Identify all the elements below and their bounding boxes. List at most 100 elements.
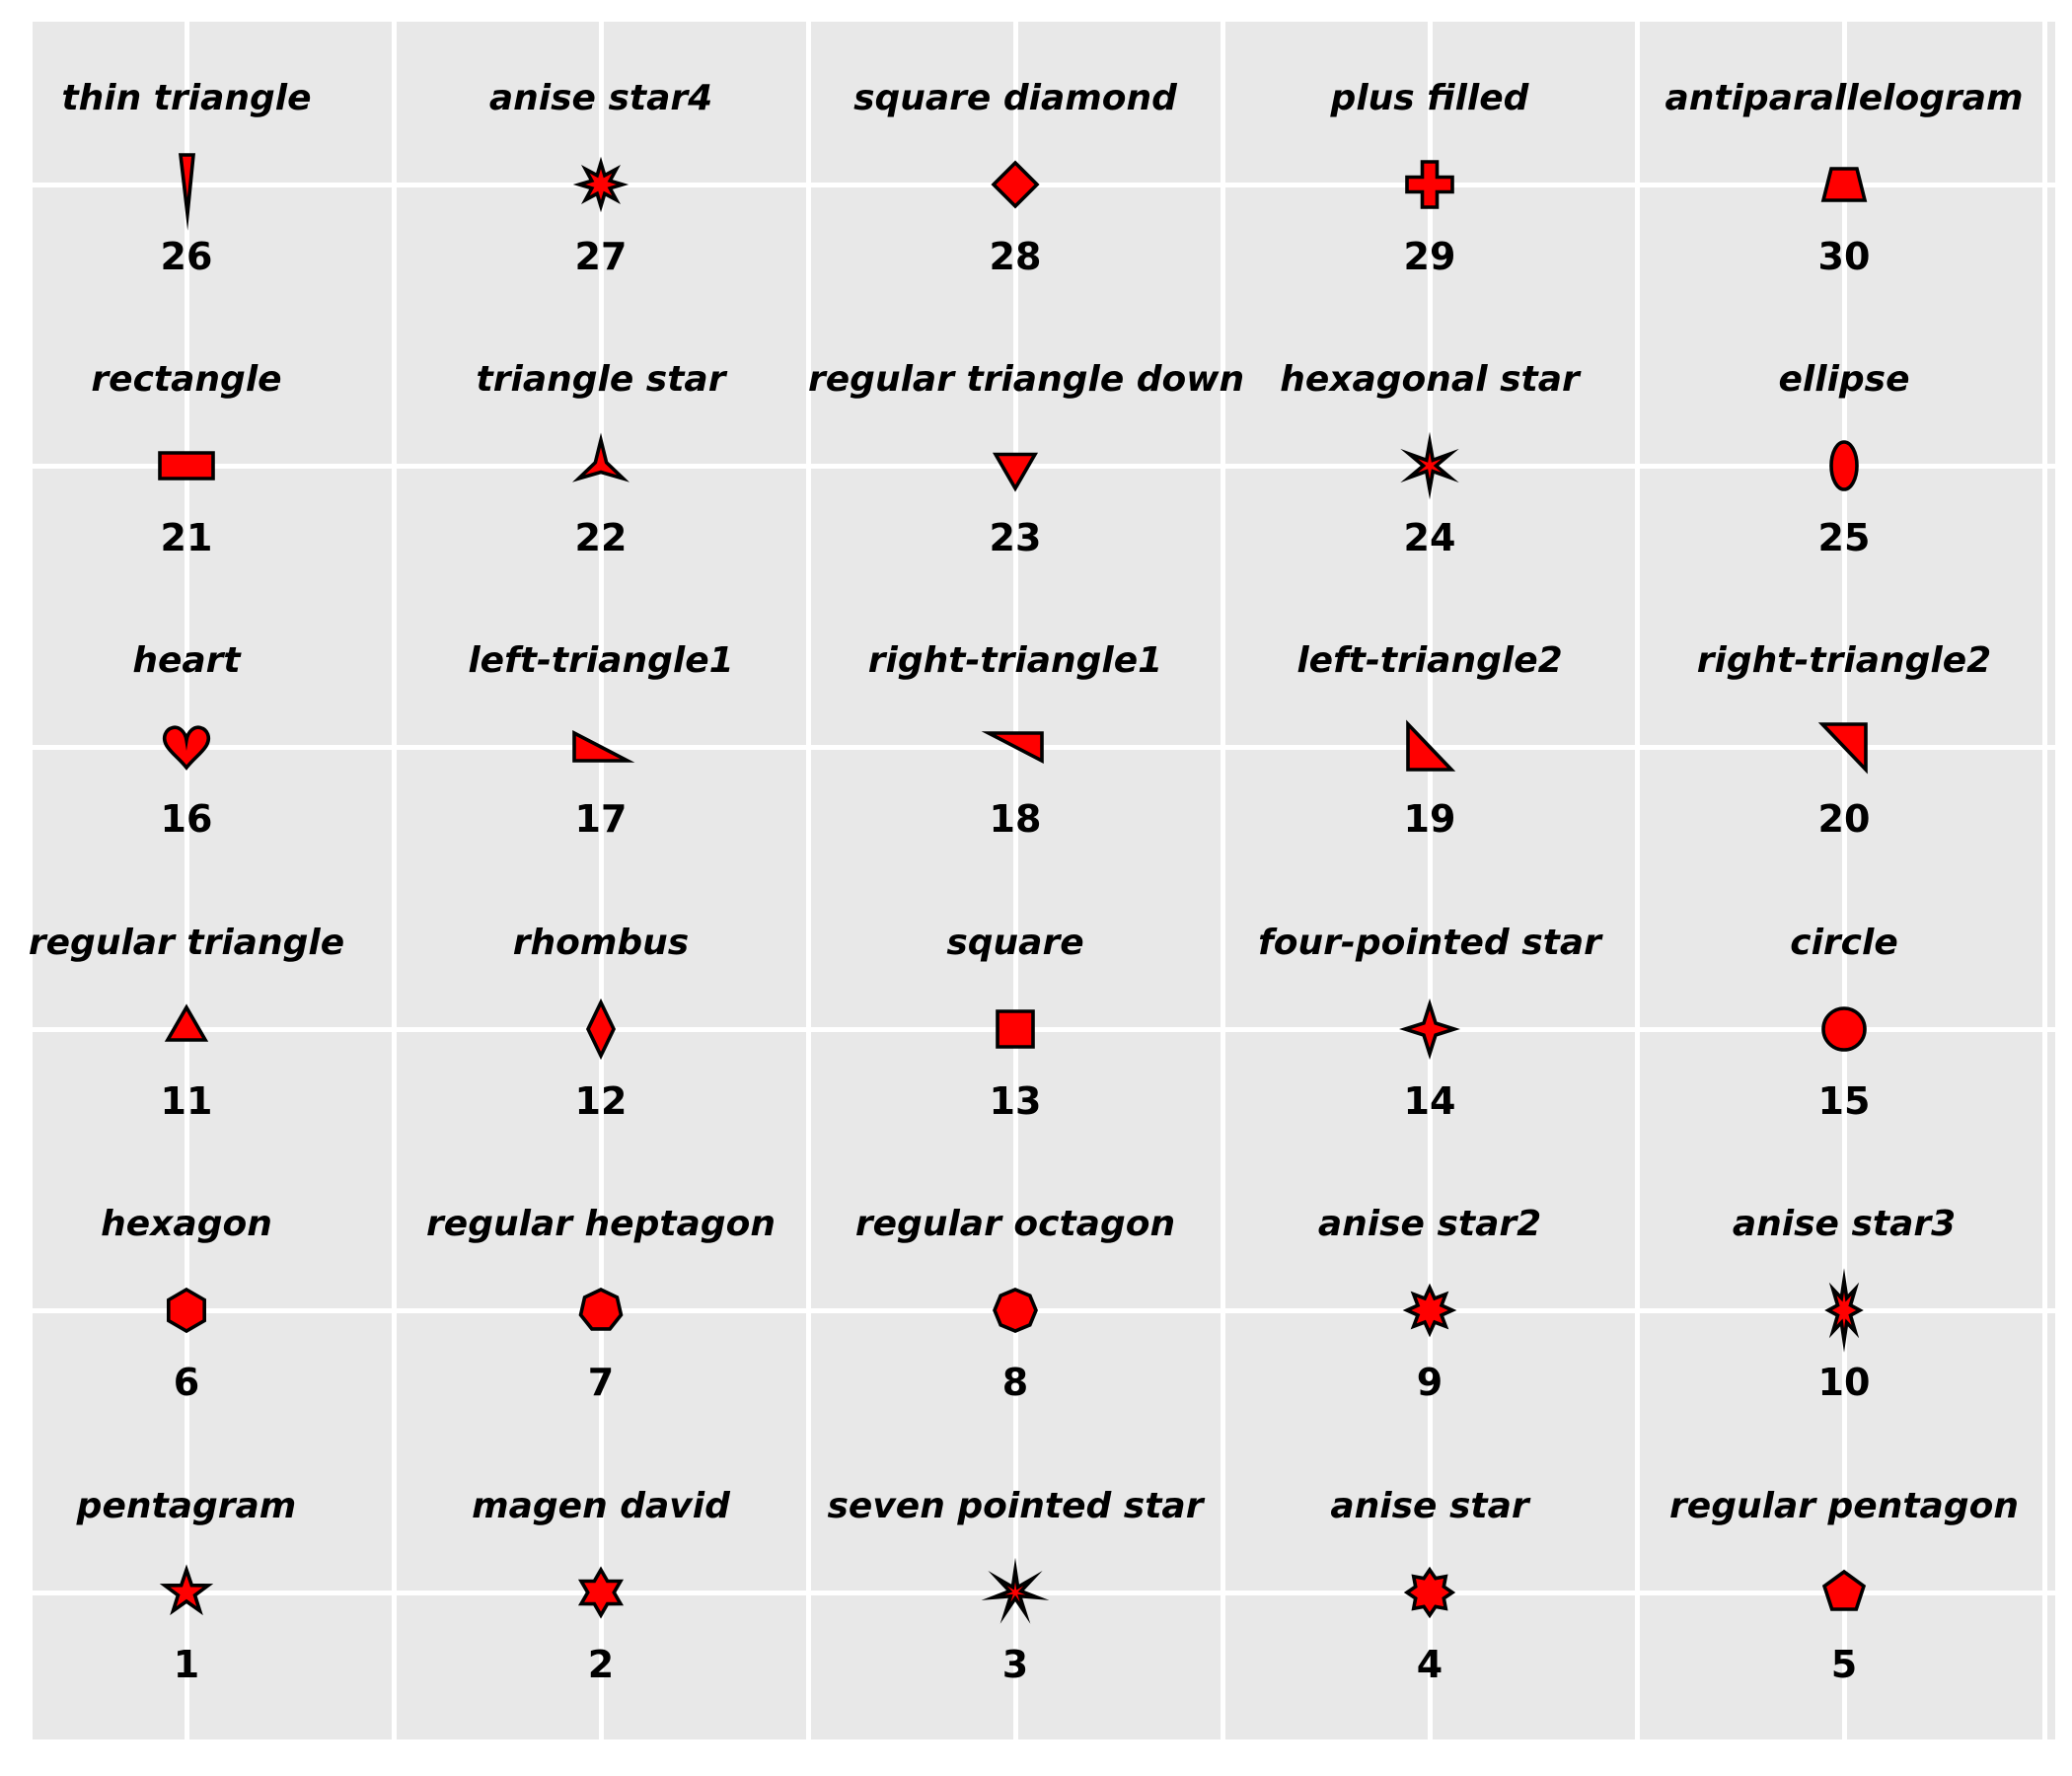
marker-index: 20 xyxy=(1817,797,1871,841)
marker-label: left-triangle2 xyxy=(1296,640,1563,681)
marker-label: circle xyxy=(1790,923,1898,963)
gridline-vertical xyxy=(2042,22,2047,1739)
marker-label: right-triangle2 xyxy=(1696,640,1992,681)
marker-index: 15 xyxy=(1817,1079,1871,1123)
marker-index: 9 xyxy=(1416,1361,1443,1404)
marker-index: 30 xyxy=(1817,235,1871,278)
marker-label: antiparallelogram xyxy=(1665,78,2024,118)
thin-triangle-marker-icon xyxy=(178,153,195,231)
anise-star4-marker-icon xyxy=(572,156,629,213)
gridline-vertical xyxy=(185,22,189,1739)
gridline-vertical xyxy=(1013,22,1018,1739)
gridline-vertical xyxy=(1842,22,1847,1739)
marker-index: 10 xyxy=(1817,1361,1871,1404)
gridline-vertical xyxy=(806,22,811,1739)
triangle-star-marker-icon xyxy=(571,432,630,482)
plot-panel: pentagram 1 magen david 2 seven pointed … xyxy=(29,22,2055,1739)
marker-index: 19 xyxy=(1403,797,1456,841)
marker-label: anise star4 xyxy=(488,78,713,118)
marker-index: 8 xyxy=(1001,1361,1029,1404)
marker-index: 25 xyxy=(1817,516,1871,559)
anise-star2-marker-icon xyxy=(1402,1283,1457,1338)
four-pointed-star-marker-icon xyxy=(1399,999,1460,1060)
marker-label: ellipse xyxy=(1778,359,1910,400)
marker-index: 26 xyxy=(160,235,213,278)
marker-label: rectangle xyxy=(91,359,282,400)
marker-index: 29 xyxy=(1403,235,1456,278)
right-triangle2-marker-icon xyxy=(1817,722,1868,775)
marker-label: hexagon xyxy=(101,1204,272,1244)
marker-label: square xyxy=(946,923,1084,963)
marker-label: seven pointed star xyxy=(827,1486,1204,1526)
marker-label: magen david xyxy=(472,1486,730,1526)
marker-index: 28 xyxy=(989,235,1042,278)
marker-label: anise star2 xyxy=(1317,1204,1542,1244)
marker-label: four-pointed star xyxy=(1258,923,1601,963)
gridline-vertical xyxy=(392,22,397,1739)
square-diamond-marker-icon xyxy=(991,160,1040,209)
marker-index: 14 xyxy=(1403,1079,1456,1123)
marker-label: heart xyxy=(132,640,241,681)
marker-index: 18 xyxy=(989,797,1042,841)
gridline-vertical xyxy=(599,22,604,1739)
left-triangle2-marker-icon xyxy=(1406,719,1456,772)
marker-index: 16 xyxy=(160,797,213,841)
marker-label: triangle star xyxy=(476,359,726,400)
marker-label: thin triangle xyxy=(61,78,312,118)
marker-index: 3 xyxy=(1001,1643,1029,1686)
marker-index: 17 xyxy=(574,797,628,841)
marker-label: left-triangle1 xyxy=(468,640,734,681)
marker-index: 11 xyxy=(160,1079,213,1123)
marker-index: 12 xyxy=(574,1079,628,1123)
hexagon-marker-icon xyxy=(167,1287,206,1334)
marker-label: regular triangle xyxy=(28,923,345,963)
gridline-vertical xyxy=(1428,22,1433,1739)
antiparallelogram-marker-icon xyxy=(1820,167,1868,202)
regular-triangle-down-marker-icon xyxy=(992,452,1039,492)
marker-label: regular octagon xyxy=(854,1204,1176,1244)
gridline-horizontal xyxy=(33,183,2055,187)
magen-david-marker-icon xyxy=(577,1566,625,1619)
marker-index: 7 xyxy=(587,1361,615,1404)
gridline-horizontal xyxy=(33,1308,2055,1313)
marker-label: regular pentagon xyxy=(1669,1486,2019,1526)
marker-label: regular heptagon xyxy=(426,1204,776,1244)
rhombus-marker-icon xyxy=(586,998,616,1061)
marker-index: 21 xyxy=(160,516,213,559)
circle-marker-icon xyxy=(1821,1006,1867,1052)
marker-index: 2 xyxy=(587,1643,615,1686)
rectangle-marker-icon xyxy=(158,451,215,481)
marker-index: 24 xyxy=(1403,516,1456,559)
marker-index: 5 xyxy=(1830,1643,1858,1686)
marker-label: right-triangle1 xyxy=(867,640,1163,681)
marker-label: regular triangle down xyxy=(808,359,1245,400)
left-triangle1-marker-icon xyxy=(572,730,635,763)
marker-label: square diamond xyxy=(853,78,1177,118)
square-marker-icon xyxy=(996,1009,1035,1049)
gridline-horizontal xyxy=(33,1027,2055,1032)
marker-label: anise star3 xyxy=(1732,1204,1957,1244)
marker-index: 13 xyxy=(989,1079,1042,1123)
right-triangle1-marker-icon xyxy=(981,731,1044,764)
regular-octagon-marker-icon xyxy=(993,1288,1038,1333)
plus-filled-marker-icon xyxy=(1405,160,1454,209)
gridline-vertical xyxy=(1221,22,1225,1739)
marker-index: 22 xyxy=(574,516,628,559)
marker-index: 4 xyxy=(1416,1643,1443,1686)
marker-index: 1 xyxy=(173,1643,200,1686)
marker-index: 27 xyxy=(574,235,628,278)
heart-marker-icon xyxy=(162,725,211,771)
regular-triangle-marker-icon xyxy=(164,1003,209,1042)
gridline-vertical xyxy=(1635,22,1640,1739)
pentagram-marker-icon xyxy=(159,1564,214,1616)
seven-pointed-star-marker-icon xyxy=(981,1557,1050,1624)
marker-label: anise star xyxy=(1330,1486,1529,1526)
marker-index: 23 xyxy=(989,516,1042,559)
gridline-horizontal xyxy=(33,1591,2055,1595)
marker-index: 6 xyxy=(173,1361,200,1404)
marker-label: rhombus xyxy=(512,923,690,963)
gridline-horizontal xyxy=(33,464,2055,469)
gridline-horizontal xyxy=(33,745,2055,750)
hexagonal-star-marker-icon xyxy=(1400,431,1459,500)
